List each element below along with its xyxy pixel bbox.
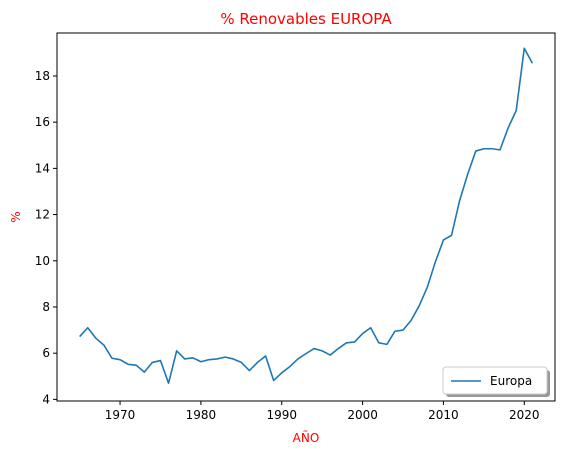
x-tick-label: 1970 — [105, 408, 136, 422]
y-tick-label: 12 — [35, 208, 50, 222]
legend-label-europa: Europa — [490, 374, 532, 388]
x-axis: 1970 1980 1990 2000 2010 2020 — [105, 401, 540, 422]
x-axis-label: AÑO — [293, 430, 320, 445]
y-tick-label: 18 — [35, 69, 50, 83]
y-tick-label: 16 — [35, 115, 50, 129]
legend: Europa — [442, 366, 550, 397]
x-tick-label: 1980 — [186, 408, 217, 422]
y-tick-label: 8 — [42, 300, 50, 314]
plot-area — [56, 32, 556, 402]
legend-box — [442, 366, 548, 395]
y-axis: 4 6 8 10 12 14 16 18 — [35, 69, 57, 406]
x-tick-label: 2010 — [428, 408, 459, 422]
chart-title: % Renovables EUROPA — [220, 10, 392, 28]
y-tick-label: 6 — [42, 346, 50, 360]
x-tick-label: 2000 — [347, 408, 378, 422]
series-line-europa — [79, 47, 534, 385]
y-tick-label: 14 — [35, 161, 50, 175]
x-tick-label: 1990 — [266, 408, 297, 422]
series-layer — [79, 47, 534, 385]
x-tick-label: 2020 — [509, 408, 540, 422]
y-tick-label: 4 — [42, 392, 50, 406]
y-axis-label: % — [9, 211, 23, 222]
y-tick-label: 10 — [35, 254, 50, 268]
